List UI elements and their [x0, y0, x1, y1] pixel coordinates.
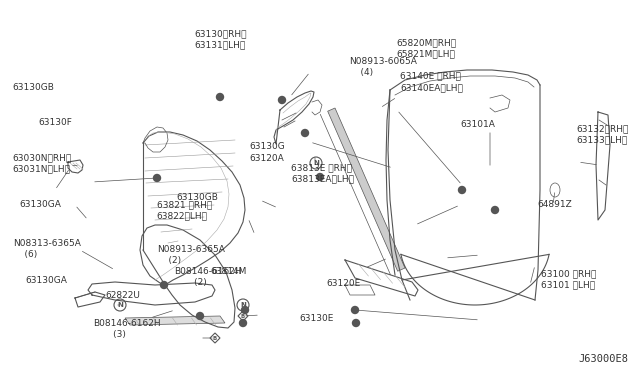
Circle shape	[353, 320, 360, 327]
Text: 63813E 〈RH〉
63813EA〈LH〉: 63813E 〈RH〉 63813EA〈LH〉	[291, 163, 354, 183]
Text: 63101A: 63101A	[461, 120, 495, 129]
Text: 64891Z: 64891Z	[538, 200, 572, 209]
Text: B: B	[241, 314, 245, 318]
Text: 63821 〈RH〉
63822〈LH〉: 63821 〈RH〉 63822〈LH〉	[157, 200, 212, 220]
Text: J63000E8: J63000E8	[578, 354, 628, 364]
Text: 63132〈RH〉
63133〈LH〉: 63132〈RH〉 63133〈LH〉	[576, 124, 628, 144]
Text: 63130F: 63130F	[38, 118, 72, 127]
Circle shape	[492, 206, 499, 214]
Text: 63100 〈RH〉
63101 〈LH〉: 63100 〈RH〉 63101 〈LH〉	[541, 270, 596, 290]
Circle shape	[154, 174, 161, 182]
Text: 63130G
63120A: 63130G 63120A	[250, 142, 285, 163]
Text: 65820M〈RH〉
65821M〈LH〉: 65820M〈RH〉 65821M〈LH〉	[397, 38, 457, 58]
Text: B08146-6162H
       (3): B08146-6162H (3)	[93, 319, 161, 339]
Text: N08913-6365A
    (2): N08913-6365A (2)	[157, 245, 225, 265]
Text: 62822U: 62822U	[106, 291, 140, 300]
Text: B: B	[213, 336, 217, 340]
Circle shape	[458, 186, 465, 193]
Text: 63814M: 63814M	[210, 267, 246, 276]
Text: N: N	[117, 302, 123, 308]
Circle shape	[239, 320, 246, 327]
Text: 63130GA: 63130GA	[19, 200, 61, 209]
Text: 63130〈RH〉
63131〈LH〉: 63130〈RH〉 63131〈LH〉	[195, 29, 247, 49]
Circle shape	[161, 282, 168, 289]
Text: N: N	[240, 302, 246, 308]
Text: N08913-6065A
    (4): N08913-6065A (4)	[349, 57, 417, 77]
Circle shape	[278, 96, 285, 103]
Circle shape	[216, 93, 223, 100]
Circle shape	[351, 307, 358, 314]
Text: B08146-6162H
       (2): B08146-6162H (2)	[174, 267, 242, 287]
Text: 63030N〈RH〉
63031N〈LH〉: 63030N〈RH〉 63031N〈LH〉	[13, 154, 72, 174]
Polygon shape	[125, 316, 225, 325]
Circle shape	[317, 173, 323, 180]
Text: 63140E 〈RH〉
63140EA〈LH〉: 63140E 〈RH〉 63140EA〈LH〉	[400, 72, 463, 92]
Text: 63130GB: 63130GB	[176, 193, 218, 202]
Circle shape	[196, 312, 204, 320]
Circle shape	[241, 307, 248, 314]
Text: 63130GB: 63130GB	[13, 83, 54, 92]
Text: 63120E: 63120E	[326, 279, 361, 288]
Text: 63130E: 63130E	[300, 314, 334, 323]
Polygon shape	[328, 108, 405, 271]
Text: 63130GA: 63130GA	[26, 276, 67, 285]
Text: N: N	[313, 160, 319, 166]
Text: N08313-6365A
    (6): N08313-6365A (6)	[13, 239, 81, 259]
Circle shape	[301, 129, 308, 137]
